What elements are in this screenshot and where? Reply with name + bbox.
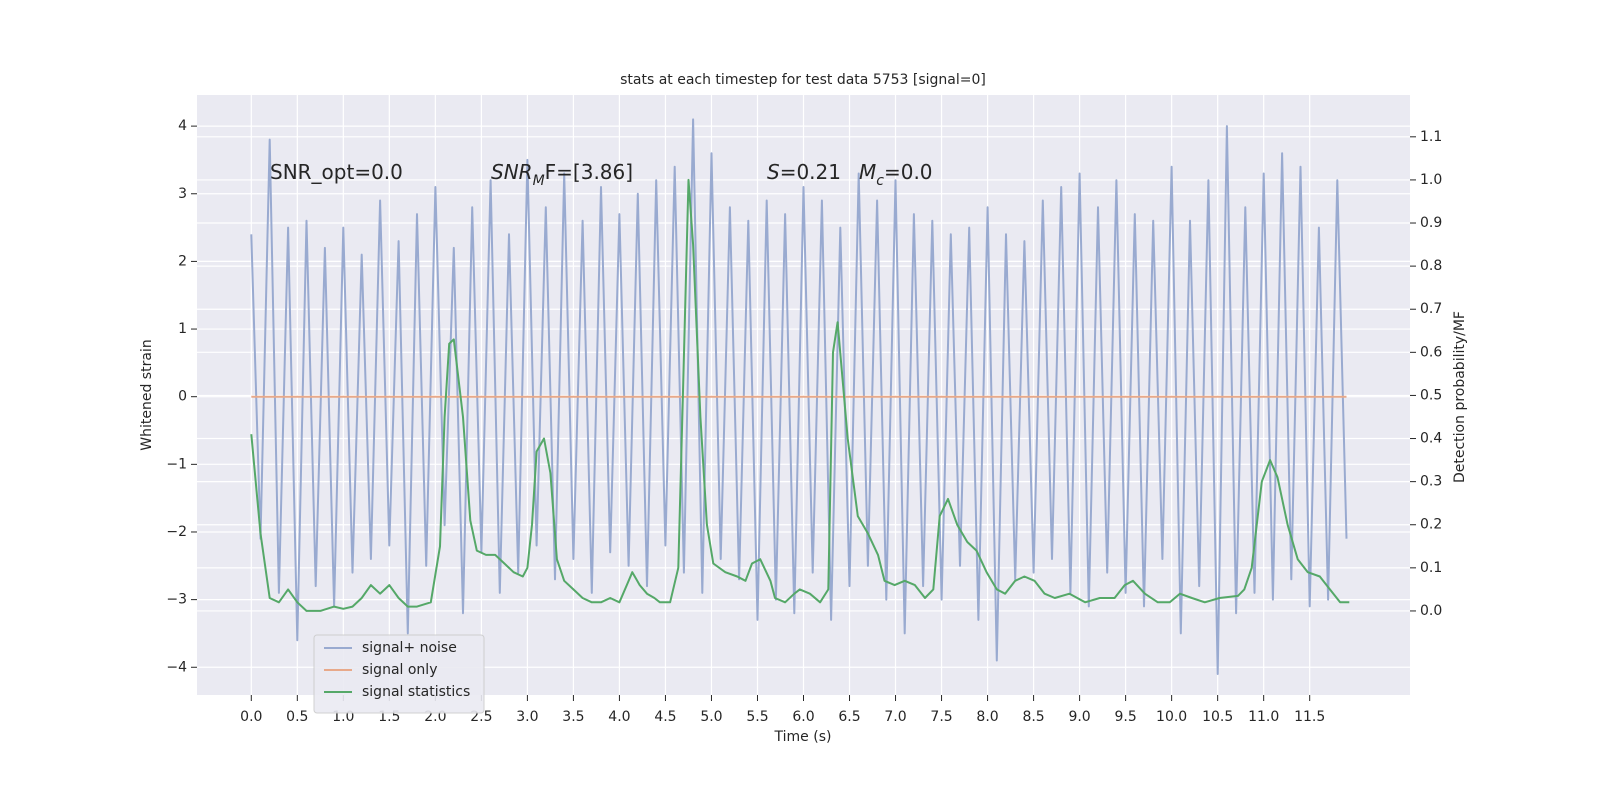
x-tick-label: 3.5 bbox=[562, 709, 584, 725]
x-tick-label: 0.0 bbox=[240, 709, 262, 725]
x-tick-label: 0.5 bbox=[286, 709, 308, 725]
annotation-part: F=[3.86] bbox=[545, 160, 633, 184]
x-tick-label: 8.5 bbox=[1022, 709, 1044, 725]
x-tick-label: 11.0 bbox=[1248, 709, 1279, 725]
y2-tick-label: 0.8 bbox=[1420, 258, 1442, 274]
annotation-part: =0.0 bbox=[884, 160, 933, 184]
x-tick-label: 10.5 bbox=[1202, 709, 1233, 725]
y-tick-label: 4 bbox=[178, 118, 187, 134]
legend-label: signal+ noise bbox=[362, 640, 457, 656]
y-tick-label: −1 bbox=[166, 456, 187, 472]
y2-tick-label: 0.5 bbox=[1420, 387, 1442, 403]
y2-tick-label: 0.3 bbox=[1420, 474, 1442, 490]
y2-tick-label: 0.6 bbox=[1420, 344, 1442, 360]
x-tick-label: 9.0 bbox=[1068, 709, 1090, 725]
y2-tick-label: 0.4 bbox=[1420, 431, 1442, 447]
x-tick-label: 4.5 bbox=[654, 709, 676, 725]
annotation-part: c bbox=[876, 173, 884, 189]
x-tick-label: 5.5 bbox=[746, 709, 768, 725]
y-tick-label: 1 bbox=[178, 321, 187, 337]
x-tick-label: 7.5 bbox=[930, 709, 952, 725]
x-axis-label: Time (s) bbox=[774, 729, 832, 745]
series-line bbox=[250, 178, 1350, 612]
x-tick-label: 8.0 bbox=[976, 709, 998, 725]
y-tick-label: −2 bbox=[166, 524, 187, 540]
annotation: SNRMF=[3.86] bbox=[491, 160, 633, 190]
annotation-part: SNR_opt=0.0 bbox=[270, 160, 403, 184]
y2-tick-label: 1.0 bbox=[1420, 172, 1442, 188]
x-tick-label: 3.0 bbox=[516, 709, 538, 725]
x-tick-label: 10.0 bbox=[1156, 709, 1187, 725]
y2-tick-label: 1.1 bbox=[1420, 129, 1442, 145]
x-tick-label: 7.0 bbox=[884, 709, 906, 725]
x-tick-label: 9.5 bbox=[1114, 709, 1136, 725]
y2-tick-label: 0.1 bbox=[1420, 560, 1442, 576]
annotation: SNR_opt=0.0 bbox=[270, 160, 403, 184]
y2-tick-label: 0.9 bbox=[1420, 215, 1442, 231]
annotation-part: SNR bbox=[491, 160, 533, 184]
y2-tick-label: 0.2 bbox=[1420, 517, 1442, 533]
x-tick-label: 4.0 bbox=[608, 709, 630, 725]
annotation-part: M bbox=[859, 160, 876, 184]
y-tick-label: 0 bbox=[178, 389, 187, 405]
series-line bbox=[250, 118, 1348, 675]
legend-label: signal statistics bbox=[362, 684, 470, 700]
y-tick-label: −3 bbox=[166, 592, 187, 608]
y-tick-label: −4 bbox=[166, 659, 187, 675]
x-tick-label: 11.5 bbox=[1294, 709, 1325, 725]
y2-axis-label: Detection probability/MF bbox=[1452, 311, 1468, 483]
y-axis-label: Whitened strain bbox=[139, 339, 155, 450]
annotation-part: M bbox=[533, 173, 545, 189]
annotation-part: S bbox=[767, 160, 780, 184]
y-tick-label: 2 bbox=[178, 253, 187, 269]
legend-box bbox=[313, 634, 485, 714]
annotation: S=0.21 Mc=0.0 bbox=[767, 160, 933, 190]
x-tick-label: 6.0 bbox=[792, 709, 814, 725]
y-tick-label: 3 bbox=[178, 186, 187, 202]
legend-label: signal only bbox=[362, 662, 437, 678]
y2-tick-label: 0.7 bbox=[1420, 301, 1442, 317]
chart-title: stats at each timestep for test data 575… bbox=[620, 72, 986, 88]
y2-tick-label: 0.0 bbox=[1420, 603, 1442, 619]
x-tick-label: 5.0 bbox=[700, 709, 722, 725]
annotation-part: =0.21 bbox=[780, 160, 841, 184]
x-tick-label: 6.5 bbox=[838, 709, 860, 725]
